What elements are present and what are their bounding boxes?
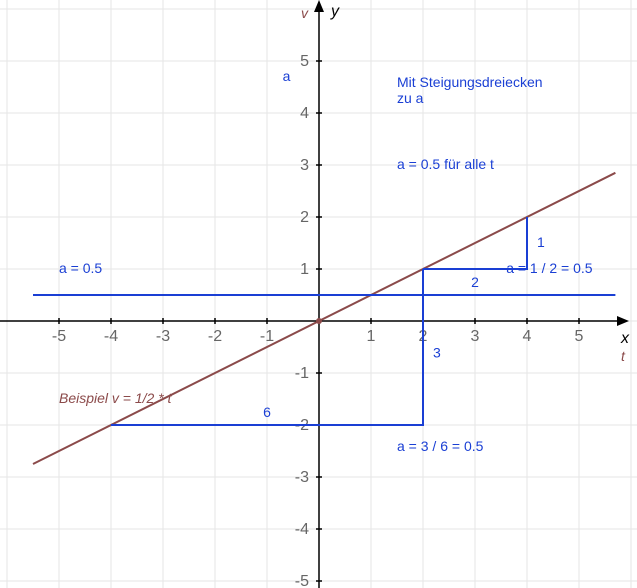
anno-upper-calc: a = 1 / 2 = 0.5 (506, 260, 593, 276)
axis-label-x: x (620, 330, 630, 347)
anno-lower-rise: 3 (433, 344, 441, 360)
y-tick-label: 3 (300, 157, 309, 174)
y-tick-label: -3 (295, 469, 309, 486)
anno-line-eq: a = 0.5 für alle t (397, 156, 494, 172)
x-tick-label: -5 (52, 328, 66, 345)
y-tick-label: 1 (300, 261, 309, 278)
axis-label-a: a (283, 68, 291, 84)
x-tick-label: 1 (367, 328, 376, 345)
anno-title2: zu a (397, 90, 424, 106)
y-tick-label: -4 (295, 521, 309, 538)
anno-left-a: a = 0.5 (59, 260, 102, 276)
origin-point (316, 318, 322, 324)
y-tick-label: 2 (300, 209, 309, 226)
chart-container: -5-4-3-2-112345-5-4-3-2-112345yxvtaMit S… (0, 0, 637, 588)
x-tick-label: 5 (575, 328, 584, 345)
axis-label-y: y (330, 3, 340, 20)
chart-svg: -5-4-3-2-112345-5-4-3-2-112345yxvtaMit S… (0, 0, 637, 588)
anno-lower-calc: a = 3 / 6 = 0.5 (397, 438, 484, 454)
y-tick-label: -5 (295, 573, 309, 588)
y-tick-label: -1 (295, 365, 309, 382)
anno-upper-rise: 1 (537, 234, 545, 250)
x-axis-arrow (617, 316, 629, 326)
x-tick-label: -4 (104, 328, 118, 345)
anno-example: Beispiel v = 1/2 * t (59, 390, 173, 406)
anno-upper-run: 2 (471, 274, 479, 290)
x-tick-label: 3 (471, 328, 480, 345)
anno-lower-run: 6 (263, 404, 271, 420)
main-line (33, 173, 615, 464)
axis-label-v: v (301, 5, 309, 21)
y-tick-label: 4 (300, 105, 309, 122)
y-tick-label: 5 (300, 53, 309, 70)
x-tick-label: -2 (208, 328, 222, 345)
axis-label-t: t (621, 348, 626, 364)
x-tick-label: -3 (156, 328, 170, 345)
x-tick-label: -1 (260, 328, 274, 345)
y-axis-arrow (314, 0, 324, 12)
anno-title1: Mit Steigungsdreiecken (397, 74, 543, 90)
x-tick-label: 4 (523, 328, 532, 345)
